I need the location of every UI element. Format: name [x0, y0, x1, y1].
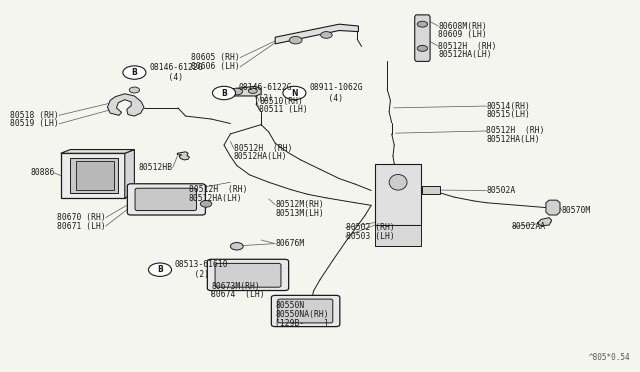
Text: 08146-6122G
    (4): 08146-6122G (4) — [149, 63, 203, 82]
Circle shape — [248, 88, 257, 93]
Circle shape — [231, 88, 243, 95]
Circle shape — [200, 201, 212, 207]
Text: 80609 (LH): 80609 (LH) — [438, 30, 487, 39]
Text: 80512HA(LH): 80512HA(LH) — [189, 194, 243, 203]
Text: 80512H  (RH): 80512H (RH) — [189, 185, 247, 194]
FancyBboxPatch shape — [271, 295, 340, 327]
Text: 80550N: 80550N — [275, 301, 305, 310]
Text: 80519 (LH): 80519 (LH) — [10, 119, 59, 128]
Polygon shape — [538, 218, 552, 226]
Text: B: B — [157, 265, 163, 274]
Polygon shape — [229, 86, 261, 96]
Text: 80886: 80886 — [30, 169, 54, 177]
FancyBboxPatch shape — [127, 184, 205, 215]
Polygon shape — [125, 150, 134, 198]
Text: ^805*0.54: ^805*0.54 — [589, 353, 630, 362]
Text: 80518 (RH): 80518 (RH) — [10, 111, 59, 120]
Circle shape — [212, 86, 236, 100]
Circle shape — [417, 45, 428, 51]
Bar — [422, 186, 440, 194]
Text: 80674  (LH): 80674 (LH) — [211, 291, 265, 299]
Circle shape — [230, 243, 243, 250]
Circle shape — [283, 86, 306, 100]
Bar — [375, 225, 421, 246]
Polygon shape — [61, 150, 134, 153]
FancyBboxPatch shape — [207, 259, 289, 291]
Circle shape — [417, 21, 428, 27]
Text: 80606 (LH): 80606 (LH) — [191, 62, 240, 71]
Text: 80670 (RH): 80670 (RH) — [57, 213, 106, 222]
Text: 80512H  (RH): 80512H (RH) — [234, 144, 292, 153]
Text: 08513-61610
    (2): 08513-61610 (2) — [175, 260, 228, 279]
Text: 80512HB: 80512HB — [139, 163, 173, 172]
Polygon shape — [108, 94, 144, 116]
Text: 80512HA(LH): 80512HA(LH) — [486, 135, 540, 144]
Text: 80502 (RH): 80502 (RH) — [346, 223, 394, 232]
Bar — [61, 153, 125, 198]
Text: 80673M(RH): 80673M(RH) — [211, 282, 260, 291]
Text: 80511 (LH): 80511 (LH) — [259, 105, 308, 114]
Text: [129B-    ]: [129B- ] — [275, 318, 329, 327]
Text: 80512HA(LH): 80512HA(LH) — [234, 152, 287, 161]
Text: 80512H  (RH): 80512H (RH) — [438, 42, 497, 51]
Text: 80676M: 80676M — [275, 239, 305, 248]
Text: B: B — [221, 89, 227, 97]
Text: 80512H  (RH): 80512H (RH) — [486, 126, 545, 135]
FancyBboxPatch shape — [135, 188, 196, 211]
Text: 80671 (LH): 80671 (LH) — [57, 222, 106, 231]
Polygon shape — [275, 24, 358, 44]
Text: 80512M(RH): 80512M(RH) — [275, 200, 324, 209]
Text: 80515(LH): 80515(LH) — [486, 110, 531, 119]
Bar — [76, 161, 114, 190]
Text: 80514(RH): 80514(RH) — [486, 102, 531, 110]
FancyBboxPatch shape — [215, 263, 281, 287]
Text: 80513M(LH): 80513M(LH) — [275, 209, 324, 218]
Circle shape — [129, 87, 140, 93]
Text: N: N — [291, 89, 298, 97]
Polygon shape — [415, 15, 430, 61]
Text: 80570M: 80570M — [562, 206, 591, 215]
Text: 80510(RH): 80510(RH) — [259, 97, 303, 106]
Text: 80605 (RH): 80605 (RH) — [191, 53, 240, 62]
Bar — [70, 158, 118, 193]
Bar — [375, 164, 421, 225]
Circle shape — [321, 32, 332, 38]
Text: 80550NA(RH): 80550NA(RH) — [275, 310, 329, 319]
Circle shape — [123, 66, 146, 79]
Text: 80512HA(LH): 80512HA(LH) — [438, 50, 492, 59]
Text: 08146-6122G
    (2): 08146-6122G (2) — [239, 83, 292, 103]
Text: B: B — [132, 68, 137, 77]
Ellipse shape — [389, 174, 407, 190]
FancyBboxPatch shape — [278, 299, 333, 323]
Text: 80502AA: 80502AA — [512, 222, 546, 231]
Text: 08911-1062G
    (4): 08911-1062G (4) — [309, 83, 363, 103]
Text: 80502A: 80502A — [486, 186, 516, 195]
Text: 80608M(RH): 80608M(RH) — [438, 22, 487, 31]
Text: 80503 (LH): 80503 (LH) — [346, 232, 394, 241]
Polygon shape — [546, 200, 560, 215]
Circle shape — [148, 263, 172, 276]
Polygon shape — [177, 152, 189, 160]
Circle shape — [289, 36, 302, 44]
